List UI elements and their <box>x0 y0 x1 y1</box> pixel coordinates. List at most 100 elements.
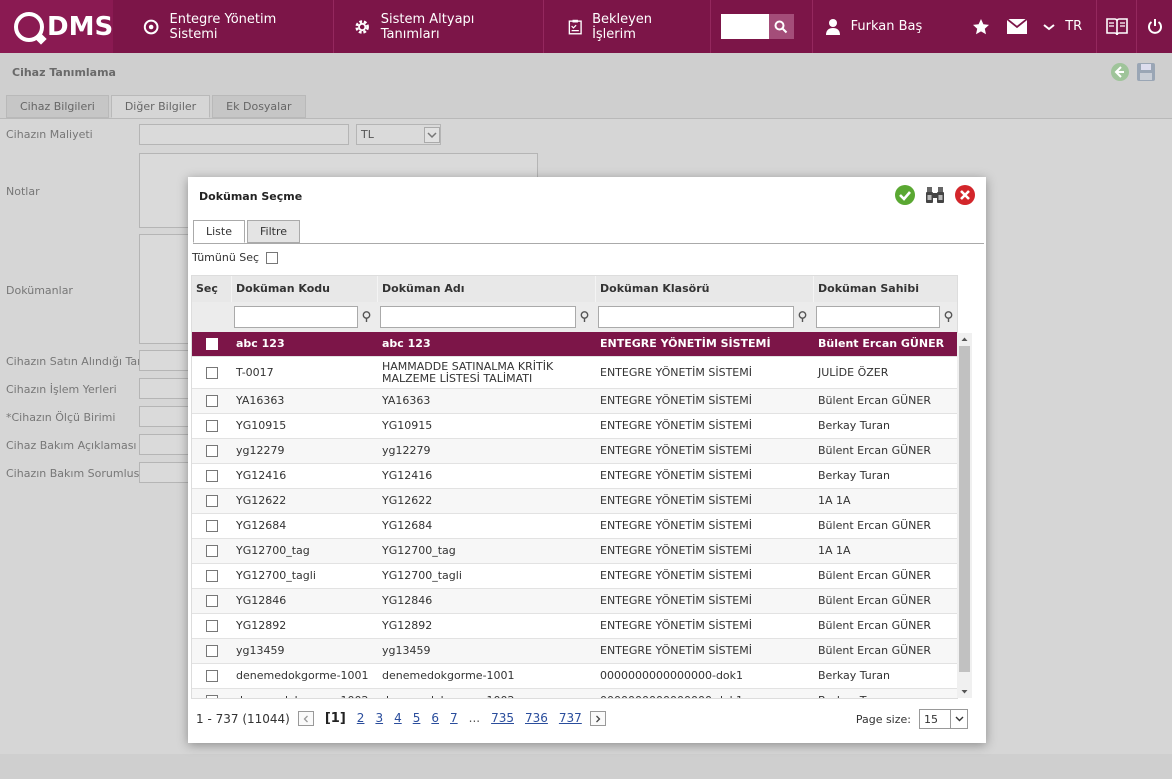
grid-scrollbar[interactable] <box>957 333 972 698</box>
page-link[interactable]: 5 <box>412 711 421 725</box>
table-row[interactable]: YG12684 YG12684 ENTEGRE YÖNETİM SİSTEMİ Bül… <box>192 514 957 539</box>
column-header-sahip[interactable]: Doküman Sahibi <box>814 276 957 302</box>
page-link[interactable]: 735 <box>491 711 514 725</box>
column-header-kod[interactable]: Doküman Kodu <box>232 276 378 302</box>
table-row[interactable]: denemedokgorme-1001 denemedokgorme-1001 00… <box>192 664 957 689</box>
tab-diger-bilgiler[interactable]: Diğer Bilgiler <box>110 95 211 118</box>
cell-code: T-0017 <box>236 365 274 379</box>
maintenance-desc-input[interactable] <box>139 434 189 455</box>
page-tabs: Cihaz Bilgileri Diğer Bilgiler Ek Dosyal… <box>6 95 306 118</box>
table-row[interactable]: YG12700_tagli YG12700_tagli ENTEGRE YÖNETİ… <box>192 564 957 589</box>
row-checkbox[interactable] <box>206 570 218 582</box>
row-checkbox[interactable] <box>206 445 218 457</box>
favorites-button[interactable] <box>962 0 998 53</box>
table-row[interactable]: YG12892 YG12892 ENTEGRE YÖNETİM SİSTEMİ Bül… <box>192 614 957 639</box>
table-row[interactable]: YG12622 YG12622 ENTEGRE YÖNETİM SİSTEMİ 1A … <box>192 489 957 514</box>
logout-button[interactable] <box>1137 0 1172 53</box>
row-checkbox[interactable] <box>206 695 218 698</box>
nav-item-sistem[interactable]: Sistem Altyapı Tanımları <box>334 0 544 53</box>
purchase-date-input[interactable] <box>139 350 189 371</box>
next-page-button[interactable] <box>589 711 606 726</box>
maintenance-owner-input[interactable] <box>139 462 189 483</box>
manual-button[interactable] <box>1097 0 1138 53</box>
process-places-input[interactable] <box>139 378 189 399</box>
filter-funnel-icon[interactable] <box>579 311 590 323</box>
messages-button[interactable] <box>999 0 1035 53</box>
filter-funnel-icon[interactable] <box>797 311 808 323</box>
language-selector[interactable]: TR <box>1035 0 1098 53</box>
filter-klasor-input[interactable] <box>598 306 794 328</box>
tab-cihaz-bilgileri[interactable]: Cihaz Bilgileri <box>6 95 109 118</box>
header-actions <box>1110 62 1156 82</box>
tab-liste[interactable]: Liste <box>193 220 245 243</box>
save-icon[interactable] <box>1136 62 1156 82</box>
table-row[interactable]: yg12279 yg12279 ENTEGRE YÖNETİM SİSTEMİ Bül… <box>192 439 957 464</box>
cell-owner: Berkay Turan <box>818 669 891 682</box>
row-checkbox[interactable] <box>206 545 218 557</box>
close-icon[interactable] <box>954 184 976 206</box>
field-label: Cihazın Bakım Sorumlusu <box>6 467 147 480</box>
table-row[interactable]: abc 123 abc 123 ENTEGRE YÖNETİM SİSTEMİ Bül… <box>192 332 957 357</box>
row-checkbox[interactable] <box>206 595 218 607</box>
row-checkbox[interactable] <box>206 470 218 482</box>
chevron-down-icon <box>424 126 440 143</box>
row-checkbox[interactable] <box>206 670 218 682</box>
row-checkbox[interactable] <box>206 338 218 350</box>
page-link[interactable]: 7 <box>450 711 458 725</box>
table-row[interactable]: YG12700_tag YG12700_tag ENTEGRE YÖNETİM Sİ… <box>192 539 957 564</box>
table-row[interactable]: YA16363 YA16363 ENTEGRE YÖNETİM SİSTEMİ Bül… <box>192 389 957 414</box>
page-size-select[interactable]: 15 <box>919 709 968 729</box>
table-row[interactable]: denemedokgorme-1002denemedokgorme-100200… <box>192 689 957 698</box>
row-checkbox[interactable] <box>206 520 218 532</box>
filter-funnel-icon[interactable] <box>943 311 954 323</box>
filter-ad-input[interactable] <box>380 306 576 328</box>
language-code: TR <box>1065 19 1083 34</box>
page-link[interactable]: 737 <box>558 711 582 725</box>
page-link[interactable]: 3 <box>375 711 384 725</box>
scroll-down-icon[interactable] <box>957 686 972 698</box>
search-input[interactable] <box>720 14 769 39</box>
nav-item-bekleyen[interactable]: Bekleyen İşlerim <box>544 0 711 53</box>
filter-funnel-icon[interactable] <box>361 311 372 323</box>
column-header-klasor[interactable]: Doküman Klasörü <box>596 276 814 302</box>
select-all-checkbox[interactable] <box>266 251 279 264</box>
row-checkbox[interactable] <box>206 495 218 507</box>
tab-filtre[interactable]: Filtre <box>247 220 301 243</box>
binoculars-icon[interactable] <box>924 184 946 206</box>
currency-select[interactable]: TL <box>356 124 441 145</box>
qdms-logo[interactable]: DMS <box>0 0 114 53</box>
cell-code: YG12846 <box>236 594 287 607</box>
prev-page-button[interactable] <box>297 711 314 726</box>
column-header-ad[interactable]: Doküman Adı <box>378 276 596 302</box>
search-button[interactable] <box>768 14 794 39</box>
row-checkbox[interactable] <box>206 645 218 657</box>
table-row[interactable]: YG12846 YG12846 ENTEGRE YÖNETİM SİSTEMİ Bül… <box>192 589 957 614</box>
table-row[interactable]: YG10915 YG10915 ENTEGRE YÖNETİM SİSTEMİ Ber… <box>192 414 957 439</box>
unit-input[interactable] <box>139 406 189 427</box>
row-checkbox[interactable] <box>206 420 218 432</box>
filter-sahip-input[interactable] <box>816 306 940 328</box>
cost-input[interactable] <box>139 124 349 145</box>
row-checkbox[interactable] <box>206 620 218 632</box>
scroll-thumb[interactable] <box>959 346 970 672</box>
filter-kod-input[interactable] <box>234 306 358 328</box>
table-row[interactable]: yg13459 yg13459 ENTEGRE YÖNETİM SİSTEMİ Bül… <box>192 639 957 664</box>
cell-code: denemedokgorme-1001 <box>236 669 369 682</box>
page-link[interactable]: [1] <box>324 711 346 726</box>
page-link[interactable]: 6 <box>431 711 439 725</box>
tab-ek-dosyalar[interactable]: Ek Dosyalar <box>212 95 306 118</box>
table-row[interactable]: T-0017 HAMMADDE SATINALMA KRİTİK MALZEME … <box>192 357 957 389</box>
scroll-up-icon[interactable] <box>957 333 972 345</box>
back-icon[interactable] <box>1110 62 1130 82</box>
row-select-cell <box>192 414 232 438</box>
book-icon <box>1105 17 1128 35</box>
table-row[interactable]: YG12416 YG12416 ENTEGRE YÖNETİM SİSTEMİ Ber… <box>192 464 957 489</box>
nav-item-entegre[interactable]: Entegre Yönetim Sistemi <box>113 0 335 53</box>
row-checkbox[interactable] <box>206 366 218 379</box>
page-link[interactable]: 4 <box>394 711 402 725</box>
confirm-check-icon[interactable] <box>894 184 916 206</box>
user-menu[interactable]: Furkan Baş <box>813 0 963 53</box>
row-checkbox[interactable] <box>206 395 218 407</box>
page-link[interactable]: 736 <box>525 711 548 725</box>
page-link[interactable]: 2 <box>356 711 365 725</box>
